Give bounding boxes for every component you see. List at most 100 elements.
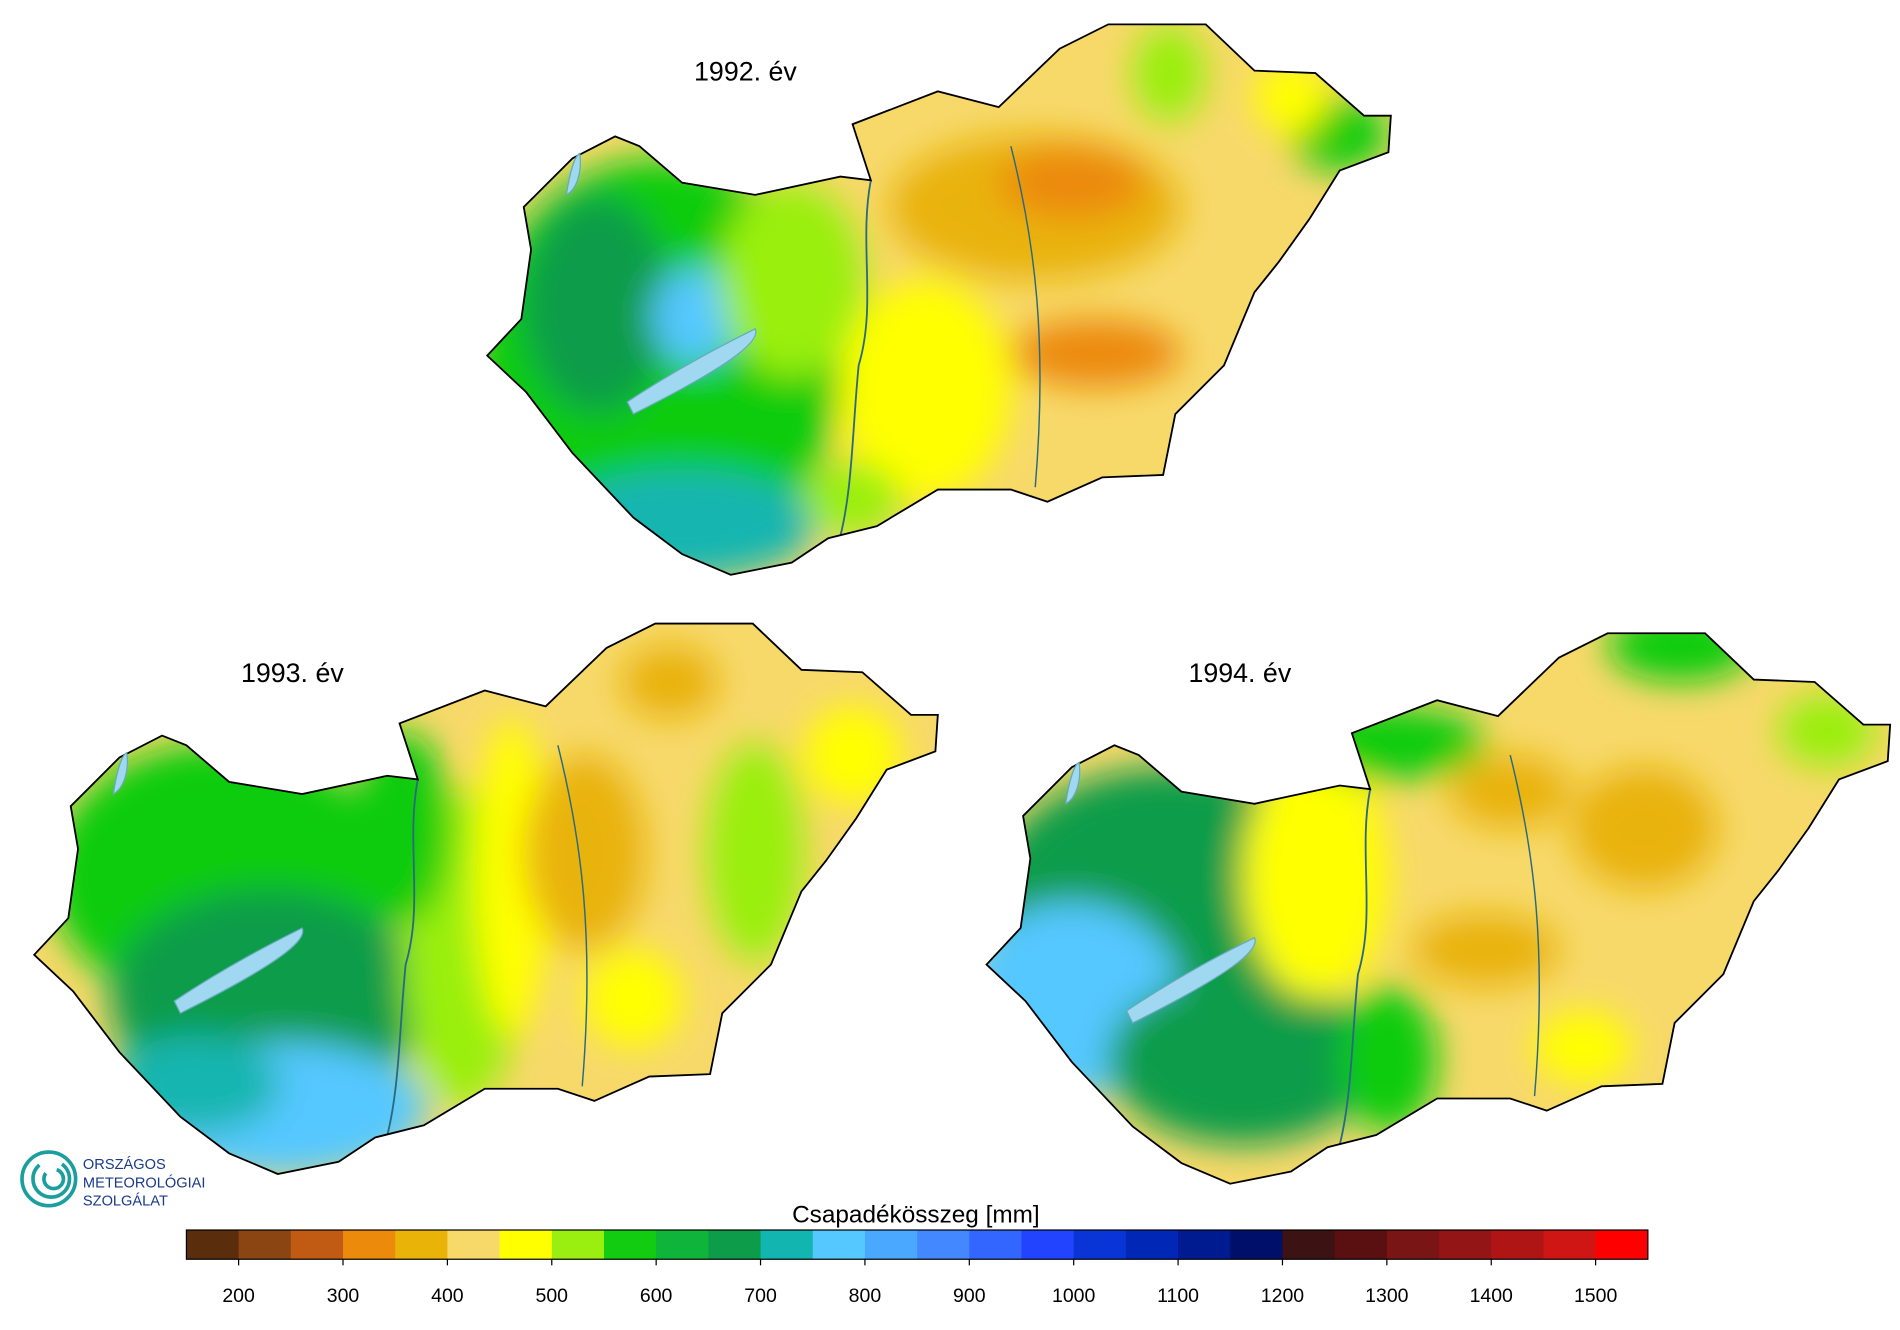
map bbox=[485, 23, 1392, 576]
map bbox=[985, 632, 1892, 1185]
colorbar-tick-label: 1400 bbox=[1470, 1285, 1513, 1307]
colorbar-tick-label: 400 bbox=[431, 1285, 464, 1307]
map bbox=[32, 622, 939, 1175]
precip-area bbox=[651, 267, 737, 366]
colorbar-tick-label: 1300 bbox=[1365, 1285, 1408, 1307]
logo-ring bbox=[31, 1158, 72, 1199]
map-title: 1993. év bbox=[241, 658, 344, 688]
colorbar-bin bbox=[1386, 1230, 1440, 1260]
precip-area bbox=[523, 194, 670, 415]
colorbar-bin bbox=[1334, 1230, 1388, 1260]
colorbar-bin bbox=[186, 1230, 240, 1260]
logo-ring bbox=[42, 1167, 66, 1191]
precip-area bbox=[706, 742, 804, 963]
precip-area bbox=[1132, 24, 1206, 122]
logo-text: ORSZÁGOS bbox=[83, 1156, 166, 1173]
colorbar-bin bbox=[290, 1230, 344, 1260]
river bbox=[1509, 754, 1541, 1097]
colorbar-tick-label: 300 bbox=[327, 1285, 360, 1307]
precip-area bbox=[475, 718, 549, 1036]
country-border bbox=[485, 23, 1392, 576]
colorbar-tick-label: 600 bbox=[640, 1285, 673, 1307]
precip-area bbox=[1778, 694, 1876, 768]
river bbox=[1338, 788, 1372, 1145]
map-blobs bbox=[986, 633, 1876, 1145]
lake bbox=[565, 152, 581, 196]
colorbar-tick-label: 200 bbox=[222, 1285, 255, 1307]
precip-area bbox=[621, 645, 719, 719]
precip-area bbox=[1254, 60, 1328, 134]
colorbar-bin bbox=[1543, 1230, 1597, 1260]
colorbar-bin bbox=[395, 1230, 448, 1260]
map-fill bbox=[34, 623, 938, 1174]
precip-area bbox=[584, 949, 683, 1048]
precip-area bbox=[998, 146, 1145, 220]
country-border bbox=[32, 622, 939, 1175]
colorbar-bin bbox=[1282, 1230, 1336, 1260]
river bbox=[386, 779, 419, 1136]
colorbar-bin bbox=[238, 1230, 292, 1260]
precip-area bbox=[523, 755, 646, 950]
colorbar-bin bbox=[1595, 1230, 1649, 1260]
precip-area bbox=[803, 462, 902, 536]
precip-area bbox=[1339, 986, 1438, 1133]
colorbar-bin bbox=[969, 1230, 1023, 1260]
precip-area bbox=[1571, 767, 1718, 890]
colorbar-bin bbox=[551, 1230, 605, 1260]
logo-text: METEOROLÓGIAI bbox=[83, 1174, 206, 1191]
precip-area bbox=[1010, 319, 1182, 388]
colorbar-bin bbox=[342, 1230, 396, 1260]
colorbar-bin bbox=[499, 1230, 553, 1260]
precip-area bbox=[1607, 633, 1754, 682]
precip-area bbox=[803, 706, 902, 804]
colorbar-frame bbox=[185, 1229, 1649, 1260]
colorbar-bin bbox=[864, 1230, 918, 1260]
precip-area bbox=[1534, 1010, 1632, 1084]
colorbar-bin bbox=[1125, 1230, 1179, 1260]
colorbar-bin bbox=[1073, 1230, 1127, 1260]
map-fill bbox=[487, 24, 1391, 575]
colorbar-title: Csapadékösszeg [mm] bbox=[792, 1202, 1040, 1229]
precip-area bbox=[1290, 706, 1486, 780]
colorbar-tick-label: 900 bbox=[953, 1285, 986, 1307]
precip-area bbox=[109, 1035, 281, 1133]
colorbar-bin bbox=[1439, 1230, 1492, 1260]
colorbar-bin bbox=[603, 1230, 657, 1260]
colorbar-bin bbox=[1491, 1230, 1545, 1260]
colorbar-bin bbox=[656, 1230, 709, 1260]
precip-area bbox=[1108, 974, 1377, 1145]
precip-area bbox=[548, 468, 817, 575]
colorbar-tick-label: 800 bbox=[849, 1285, 882, 1307]
colorbar-tick-label: 1100 bbox=[1157, 1285, 1199, 1307]
colorbar-tick-label: 700 bbox=[744, 1285, 777, 1307]
colorbar-bin bbox=[447, 1230, 501, 1260]
precip-area bbox=[1242, 755, 1389, 999]
colorbar-bin bbox=[708, 1230, 762, 1260]
colorbar-bin bbox=[812, 1230, 866, 1260]
country-border bbox=[985, 632, 1892, 1185]
river bbox=[1010, 145, 1041, 488]
lake bbox=[1064, 761, 1081, 805]
lake bbox=[626, 327, 757, 415]
precip-area bbox=[840, 280, 1011, 500]
colorbar-bin bbox=[760, 1230, 814, 1260]
lake bbox=[173, 927, 304, 1015]
lake bbox=[1125, 936, 1256, 1024]
colorbar-bin bbox=[1021, 1230, 1075, 1260]
precip-area bbox=[353, 730, 451, 926]
colorbar-tick-label: 1000 bbox=[1052, 1285, 1095, 1307]
map-title: 1992. év bbox=[694, 56, 797, 86]
logo-text: SZOLGÁLAT bbox=[83, 1193, 168, 1210]
river bbox=[839, 180, 872, 537]
colorbar-tick-label: 1500 bbox=[1574, 1285, 1617, 1307]
colorbar-bin bbox=[917, 1230, 970, 1260]
colorbar-bin bbox=[1230, 1230, 1284, 1260]
colorbar-tick-label: 500 bbox=[536, 1285, 569, 1307]
map-title: 1994. év bbox=[1188, 658, 1291, 688]
river bbox=[557, 745, 588, 1087]
map-fill bbox=[986, 633, 1891, 1184]
logo-ring bbox=[20, 1150, 78, 1208]
logo: ORSZÁGOS METEOROLÓGIAI SZOLGÁLAT bbox=[20, 1150, 206, 1210]
colorbar-tick-label: 1200 bbox=[1261, 1285, 1304, 1307]
